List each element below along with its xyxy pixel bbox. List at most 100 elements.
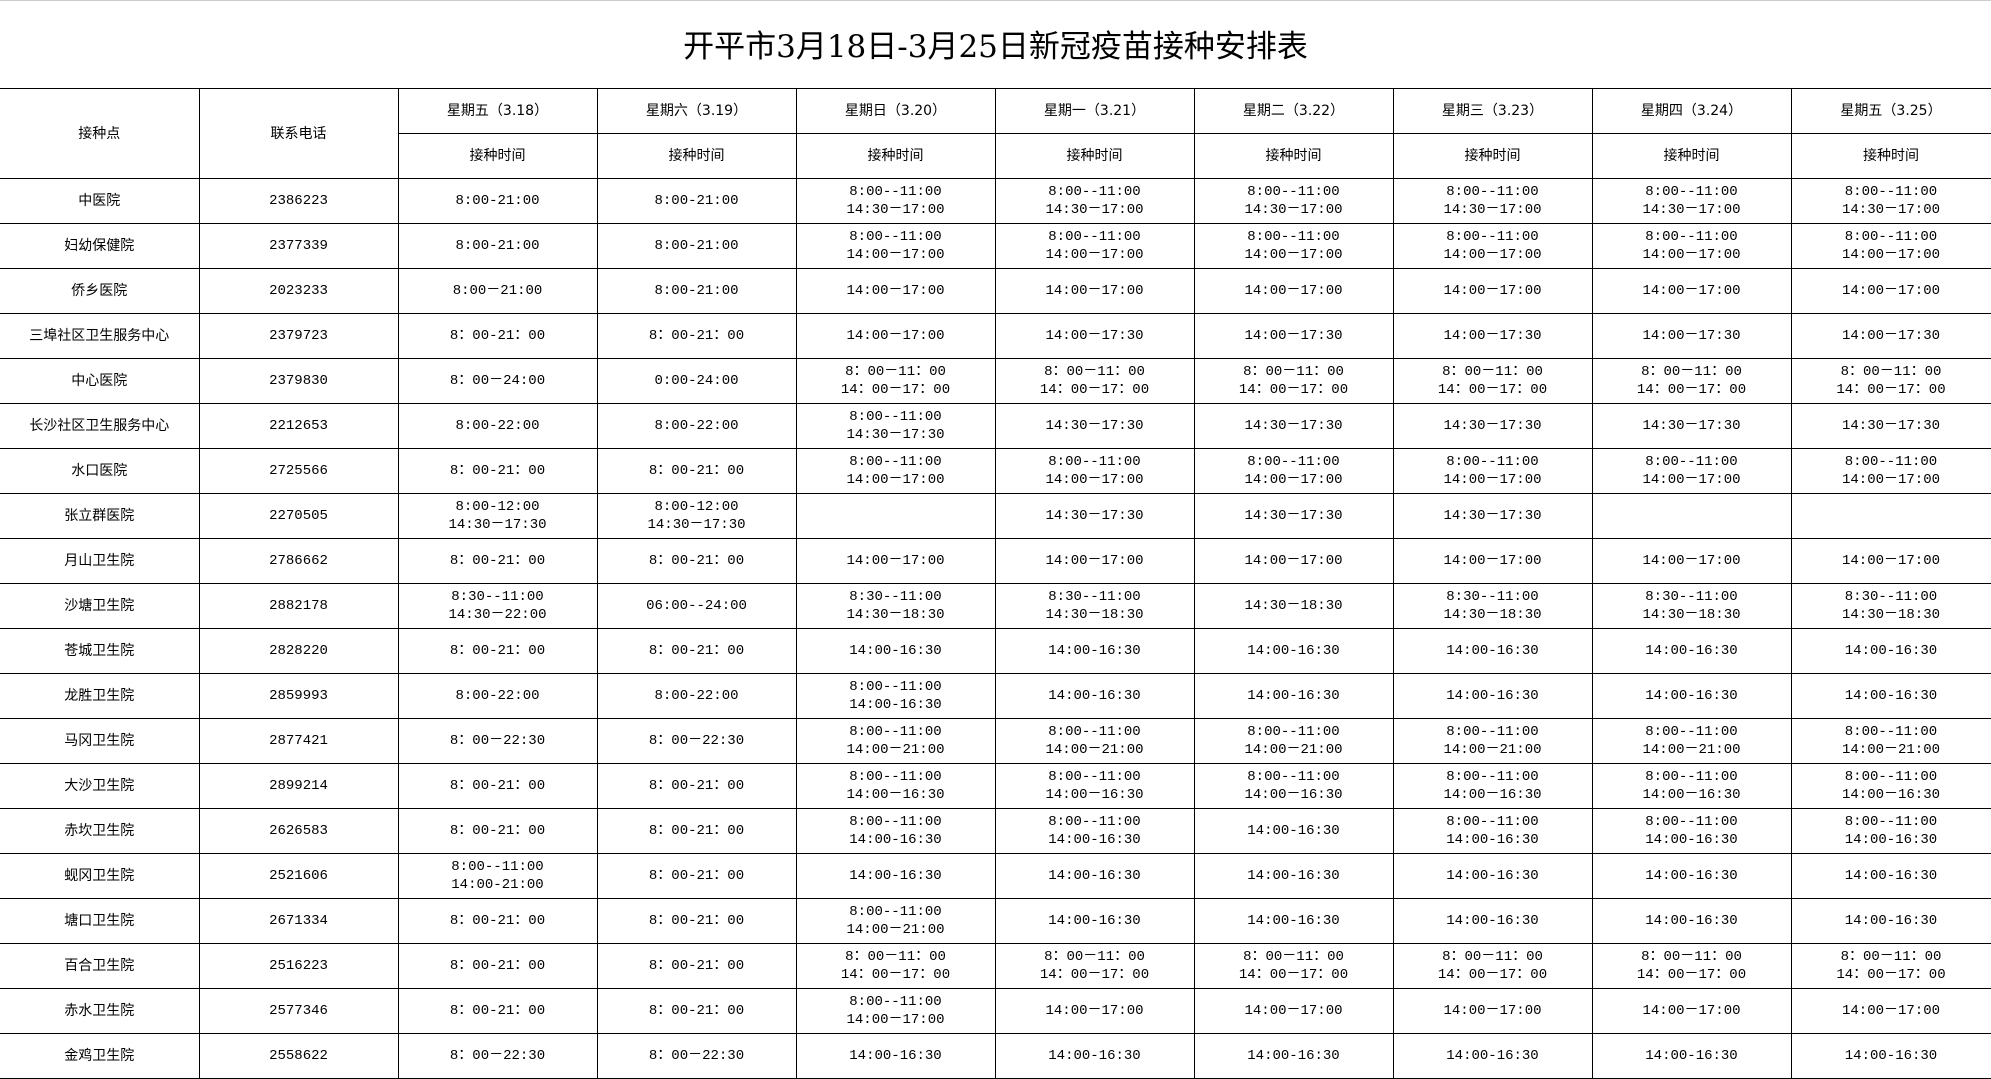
time-cell: 8:00--11:00 14:00－21:00 <box>1591 718 1792 764</box>
time-cell: 14:00－17:00 <box>1790 268 1991 314</box>
header-vaccination-time: 接种时间 <box>1193 133 1394 179</box>
time-cell: 06:00--24:00 <box>596 583 797 629</box>
time-cell: 8:00--11:00 14:00－16:30 <box>994 763 1195 809</box>
phone-cell: 2377339 <box>198 223 399 269</box>
time-cell: 8:30--11:00 14:30－18:30 <box>795 583 996 629</box>
time-cell: 8:00--11:00 14:00-16:30 <box>795 808 996 854</box>
header-day: 星期六（3.19） <box>596 88 797 134</box>
time-cell: 8:00--11:00 14:00－21:00 <box>1392 718 1593 764</box>
time-cell: 8:00--11:00 14:00－17:00 <box>1790 223 1991 269</box>
header-day: 星期三（3.23） <box>1392 88 1593 134</box>
time-cell: 8：00－22:30 <box>596 718 797 764</box>
time-cell: 8:00-21:00 <box>596 178 797 224</box>
time-cell: 8:00--11:00 14:00-16:30 <box>1392 808 1593 854</box>
time-cell: 8：00-21：00 <box>397 988 598 1034</box>
time-cell: 8:30--11:00 14:30－18:30 <box>1591 583 1792 629</box>
time-cell: 8:00--11:00 14:00－21:00 <box>1790 718 1991 764</box>
time-cell: 8：00－11：00 14：00－17：00 <box>1392 943 1593 989</box>
time-cell: 14:00-16:30 <box>1790 673 1991 719</box>
phone-cell: 2786662 <box>198 538 399 584</box>
table-row: 中心医院 2379830 8：00－24:00 0:00-24:00 8：00－11：0… <box>0 358 1991 404</box>
time-cell: 14:00-16:30 <box>795 1033 996 1079</box>
time-cell: 8：00－11：00 14：00－17：00 <box>1790 943 1991 989</box>
header-row-days: 接种点 联系电话 星期五（3.18） 星期六（3.19） 星期日（3.20） 星期一（… <box>0 88 1991 179</box>
time-cell: 14:00－17:00 <box>994 538 1195 584</box>
phone-cell: 2626583 <box>198 808 399 854</box>
time-cell: 14:00-16:30 <box>1193 853 1394 899</box>
time-cell: 8:00--11:00 14:00－17:00 <box>795 448 996 494</box>
site-name-cell: 赤水卫生院 <box>0 988 200 1034</box>
time-cell: 14:00-16:30 <box>795 628 996 674</box>
time-cell: 8:00--11:00 14:00－17:00 <box>1193 223 1394 269</box>
time-cell: 14:00-16:30 <box>1790 628 1991 674</box>
header-vaccination-time: 接种时间 <box>1591 133 1792 179</box>
site-name-cell: 中医院 <box>0 178 200 224</box>
time-cell: 14:00－17:00 <box>1591 268 1792 314</box>
header-vaccination-time: 接种时间 <box>1392 133 1593 179</box>
table-row: 三埠社区卫生服务中心 2379723 8：00-21：00 8：00-21：00 14:… <box>0 313 1991 359</box>
time-cell <box>795 493 996 539</box>
time-cell: 8:00--11:00 14:30－17:00 <box>1790 178 1991 224</box>
time-cell: 14:00－17:00 <box>795 313 996 359</box>
time-cell: 8：00－22:30 <box>397 718 598 764</box>
time-cell: 8:00-22:00 <box>596 673 797 719</box>
time-cell: 8:30--11:00 14:30－22:00 <box>397 583 598 629</box>
time-cell: 8：00-21：00 <box>397 763 598 809</box>
site-name-cell: 苍城卫生院 <box>0 628 200 674</box>
site-name-cell: 沙塘卫生院 <box>0 583 200 629</box>
time-cell: 8：00-21：00 <box>596 628 797 674</box>
time-cell: 8:00-21:00 <box>596 268 797 314</box>
time-cell: 14:00-16:30 <box>1193 808 1394 854</box>
time-cell: 8：00－11：00 14：00－17：00 <box>1193 943 1394 989</box>
time-cell: 8：00-21：00 <box>596 853 797 899</box>
phone-cell: 2577346 <box>198 988 399 1034</box>
header-phone: 联系电话 <box>198 88 399 179</box>
site-name-cell: 塘口卫生院 <box>0 898 200 944</box>
time-cell: 8:00--11:00 14:00－16:30 <box>1392 763 1593 809</box>
time-cell: 8:00--11:00 14:00－17:00 <box>1790 448 1991 494</box>
time-cell: 14:00-16:30 <box>1193 898 1394 944</box>
table-row: 龙胜卫生院 2859993 8:00-22:00 8:00-22:00 8:00--11… <box>0 673 1991 719</box>
time-cell: 8:30--11:00 14:30－18:30 <box>994 583 1195 629</box>
time-cell: 8:00--11:00 14:00－17:00 <box>795 223 996 269</box>
time-cell: 8:00--11:00 14:30－17:00 <box>994 178 1195 224</box>
time-cell: 8：00-21：00 <box>596 898 797 944</box>
time-cell: 14:30－17:30 <box>1392 403 1593 449</box>
time-cell: 14:00－17:00 <box>1193 988 1394 1034</box>
phone-cell: 2023233 <box>198 268 399 314</box>
time-cell: 14:00-16:30 <box>994 898 1195 944</box>
table-row: 侨乡医院 2023233 8:00－21:00 8:00-21:00 14:00－17:… <box>0 268 1991 314</box>
time-cell: 8：00－11：00 14：00－17：00 <box>1591 943 1792 989</box>
phone-cell: 2671334 <box>198 898 399 944</box>
time-cell: 8:00--11:00 14:00-16:30 <box>795 673 996 719</box>
time-cell: 8：00－11：00 14：00－17：00 <box>1790 358 1991 404</box>
header-vaccination-time: 接种时间 <box>994 133 1195 179</box>
time-cell: 8:30--11:00 14:30－18:30 <box>1392 583 1593 629</box>
time-cell: 14:00-16:30 <box>1193 1033 1394 1079</box>
time-cell: 14:00－17:00 <box>1392 538 1593 584</box>
time-cell: 8：00－11：00 14：00－17：00 <box>795 943 996 989</box>
site-name-cell: 张立群医院 <box>0 493 200 539</box>
time-cell: 8：00－11：00 14：00－17：00 <box>795 358 996 404</box>
header-vaccination-time: 接种时间 <box>596 133 797 179</box>
time-cell: 8:00--11:00 14:00－17:00 <box>1193 448 1394 494</box>
time-cell: 8:00-12:00 14:30－17:30 <box>397 493 598 539</box>
table-row: 蚬冈卫生院 2521606 8:00--11:00 14:00-21:00 8：00-… <box>0 853 1991 899</box>
time-cell: 14:30－17:30 <box>1193 403 1394 449</box>
time-cell: 14:00-16:30 <box>994 1033 1195 1079</box>
time-cell: 14:00-16:30 <box>1790 853 1991 899</box>
site-name-cell: 赤坎卫生院 <box>0 808 200 854</box>
time-cell: 14:00－17:00 <box>1392 268 1593 314</box>
header-day: 星期一（3.21） <box>994 88 1195 134</box>
time-cell: 14:30－17:30 <box>1193 493 1394 539</box>
time-cell: 8:00--11:00 14:00－17:00 <box>994 448 1195 494</box>
site-name-cell: 长沙社区卫生服务中心 <box>0 403 200 449</box>
time-cell: 8：00－11：00 14：00－17：00 <box>994 358 1195 404</box>
time-cell: 14:00-16:30 <box>1392 1033 1593 1079</box>
time-cell: 8：00－11：00 14：00－17：00 <box>1193 358 1394 404</box>
time-cell: 8:00--11:00 14:00－21:00 <box>795 718 996 764</box>
time-cell: 8:00--11:00 14:00-16:30 <box>994 808 1195 854</box>
time-cell: 14:00－17:30 <box>994 313 1195 359</box>
time-cell: 8：00-21：00 <box>596 988 797 1034</box>
time-cell: 8：00-21：00 <box>596 538 797 584</box>
